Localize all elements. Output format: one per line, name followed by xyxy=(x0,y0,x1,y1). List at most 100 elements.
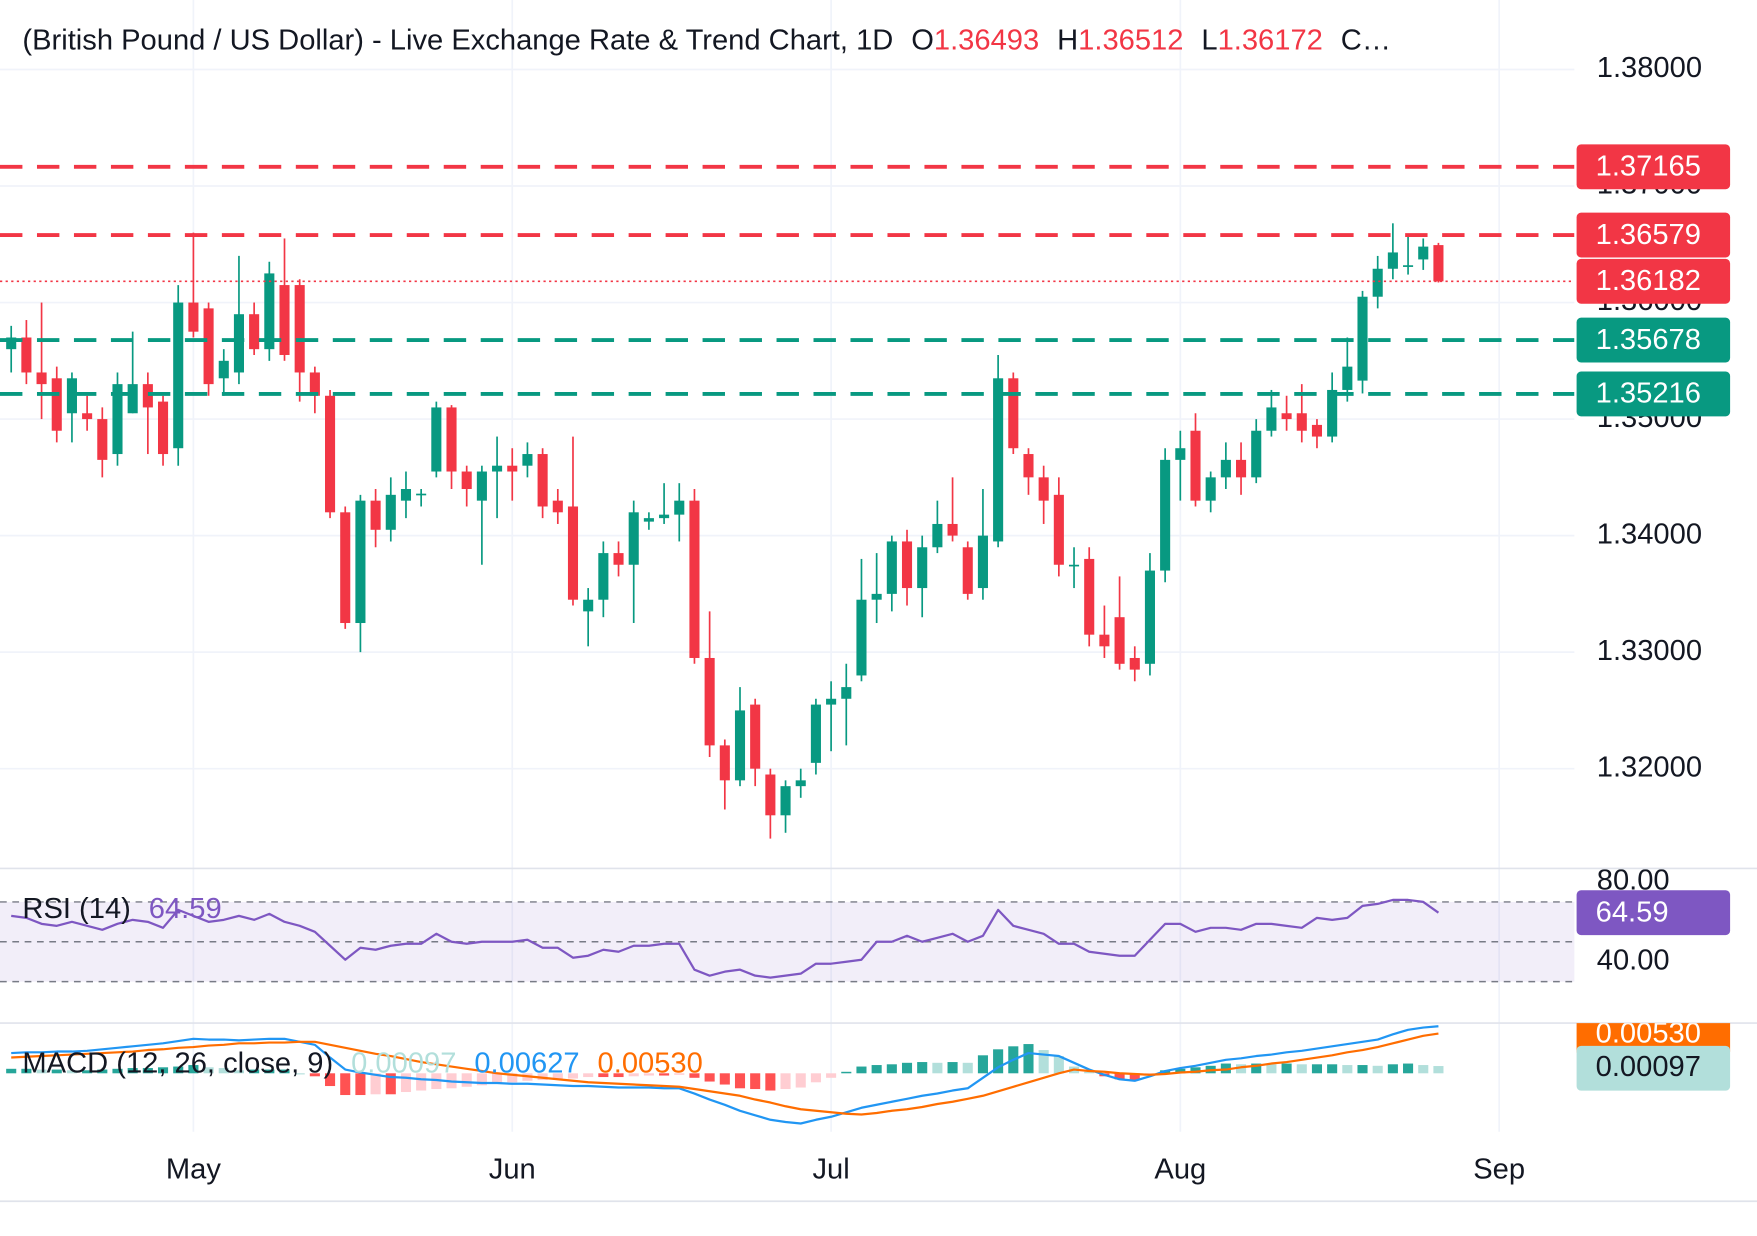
candle-body xyxy=(628,512,639,565)
macd-histogram-bar xyxy=(932,1062,943,1074)
candle-body xyxy=(1053,494,1064,565)
macd-histogram-bar xyxy=(598,1073,609,1078)
x-tick-label: Jun xyxy=(489,1154,536,1186)
candle-body xyxy=(1327,389,1338,437)
candle-body xyxy=(689,500,700,658)
price-tag-label: 1.36579 xyxy=(1596,219,1701,251)
candle-body xyxy=(932,523,943,548)
candle-body xyxy=(780,786,791,816)
candle-body xyxy=(1114,617,1125,664)
rsi-legend: RSI (14) 64.59 xyxy=(22,893,221,925)
candle-body xyxy=(871,593,882,600)
macd-histogram-bar xyxy=(856,1066,867,1074)
candle-body xyxy=(1372,268,1383,297)
macd-line xyxy=(11,1032,1439,1116)
candle-body xyxy=(734,710,746,781)
macd-histogram-bar xyxy=(157,1067,169,1074)
price-tag xyxy=(1576,258,1731,304)
title-text: (British Pound / US Dollar) - Live Excha… xyxy=(22,24,893,56)
macd-histogram-bar xyxy=(1372,1065,1383,1074)
macd-histogram-bar xyxy=(1129,1073,1140,1081)
macd-histogram-bar xyxy=(36,1069,47,1074)
candle-body xyxy=(810,704,821,763)
macd-histogram-bar xyxy=(871,1065,882,1074)
candle-body xyxy=(674,500,685,515)
macd-histogram-bar xyxy=(1311,1064,1323,1074)
macd-histogram-bar xyxy=(567,1073,579,1079)
macd-histogram-bar xyxy=(294,1073,305,1075)
macd-histogram-bar xyxy=(400,1073,412,1093)
price-tag-label: 0.00530 xyxy=(1596,1017,1701,1049)
candle-body xyxy=(659,514,670,519)
candle-body xyxy=(461,471,472,490)
candle-body xyxy=(370,500,381,530)
price-tag-label: 1.37165 xyxy=(1596,151,1701,183)
candle-body xyxy=(1205,477,1216,501)
candle-body xyxy=(977,535,988,589)
macd-histogram-bar xyxy=(826,1073,837,1078)
candle-body xyxy=(1236,459,1247,478)
signal-value: 0.00530 xyxy=(598,1047,703,1079)
candle-body xyxy=(886,541,897,594)
candle-body xyxy=(750,704,761,769)
macd-histogram-bar xyxy=(841,1071,852,1074)
x-tick-label: Sep xyxy=(1473,1154,1525,1186)
candle-body xyxy=(643,518,654,522)
macd-histogram-bar xyxy=(1433,1066,1444,1074)
macd-histogram-bar xyxy=(385,1073,396,1095)
candle-body xyxy=(947,523,958,536)
candle-body xyxy=(1418,246,1429,260)
candle-body xyxy=(1296,413,1307,431)
macd-value: 0.00627 xyxy=(474,1047,579,1079)
macd-histogram-bar xyxy=(340,1073,351,1096)
candle-body xyxy=(355,500,366,624)
macd-histogram-bar xyxy=(264,1069,275,1074)
ohlc-label: C… xyxy=(1341,24,1391,56)
candle-body xyxy=(157,401,169,455)
candle-body xyxy=(765,774,776,816)
candle-body xyxy=(795,780,806,787)
candle-body xyxy=(1311,424,1323,437)
macd-histogram-bar xyxy=(689,1073,700,1078)
macd-histogram-bar xyxy=(1236,1064,1247,1074)
macd-histogram-bar xyxy=(416,1073,427,1091)
candle-body xyxy=(613,553,624,565)
candle-body xyxy=(719,745,730,781)
macd-hist-value: 0.00097 xyxy=(351,1047,456,1079)
price-tag-label: 1.36182 xyxy=(1596,265,1701,297)
candle-body xyxy=(51,378,62,431)
y-tick-label: 1.32000 xyxy=(1597,751,1702,783)
price-tag xyxy=(1576,890,1731,936)
macd-histogram-bar xyxy=(507,1073,518,1083)
macd-histogram-bar xyxy=(613,1073,624,1078)
candle-body xyxy=(264,273,275,350)
candle-body xyxy=(188,302,199,332)
macd-histogram-bar xyxy=(901,1062,913,1074)
macd-histogram-bar xyxy=(795,1073,806,1088)
candle-body xyxy=(309,372,320,396)
candle-body xyxy=(841,687,852,699)
candle-body xyxy=(856,599,867,676)
candle-body xyxy=(1129,657,1140,670)
candle-body xyxy=(917,547,928,589)
candle-body xyxy=(233,314,244,373)
candle-body xyxy=(1190,430,1201,501)
macd-histogram-bar xyxy=(993,1049,1004,1074)
rsi-pane xyxy=(0,898,1575,983)
macd-histogram-bar xyxy=(309,1073,320,1077)
macd-histogram-bar xyxy=(1190,1067,1201,1074)
y-tick-label: 1.33000 xyxy=(1597,635,1702,667)
ohlc-value: 1.36172 xyxy=(1218,24,1323,56)
candle-body xyxy=(203,308,214,385)
macd-histogram-bar xyxy=(6,1068,17,1074)
macd-histogram-bar xyxy=(188,1065,199,1074)
macd-histogram-bar xyxy=(643,1073,654,1076)
candle-body xyxy=(1099,634,1110,647)
candle-body xyxy=(1144,570,1155,664)
macd-histogram-bar xyxy=(355,1073,366,1096)
candle-body xyxy=(385,494,396,530)
macd-histogram-bar xyxy=(476,1073,487,1086)
rsi-line xyxy=(11,898,1440,979)
candle-body xyxy=(112,384,123,455)
